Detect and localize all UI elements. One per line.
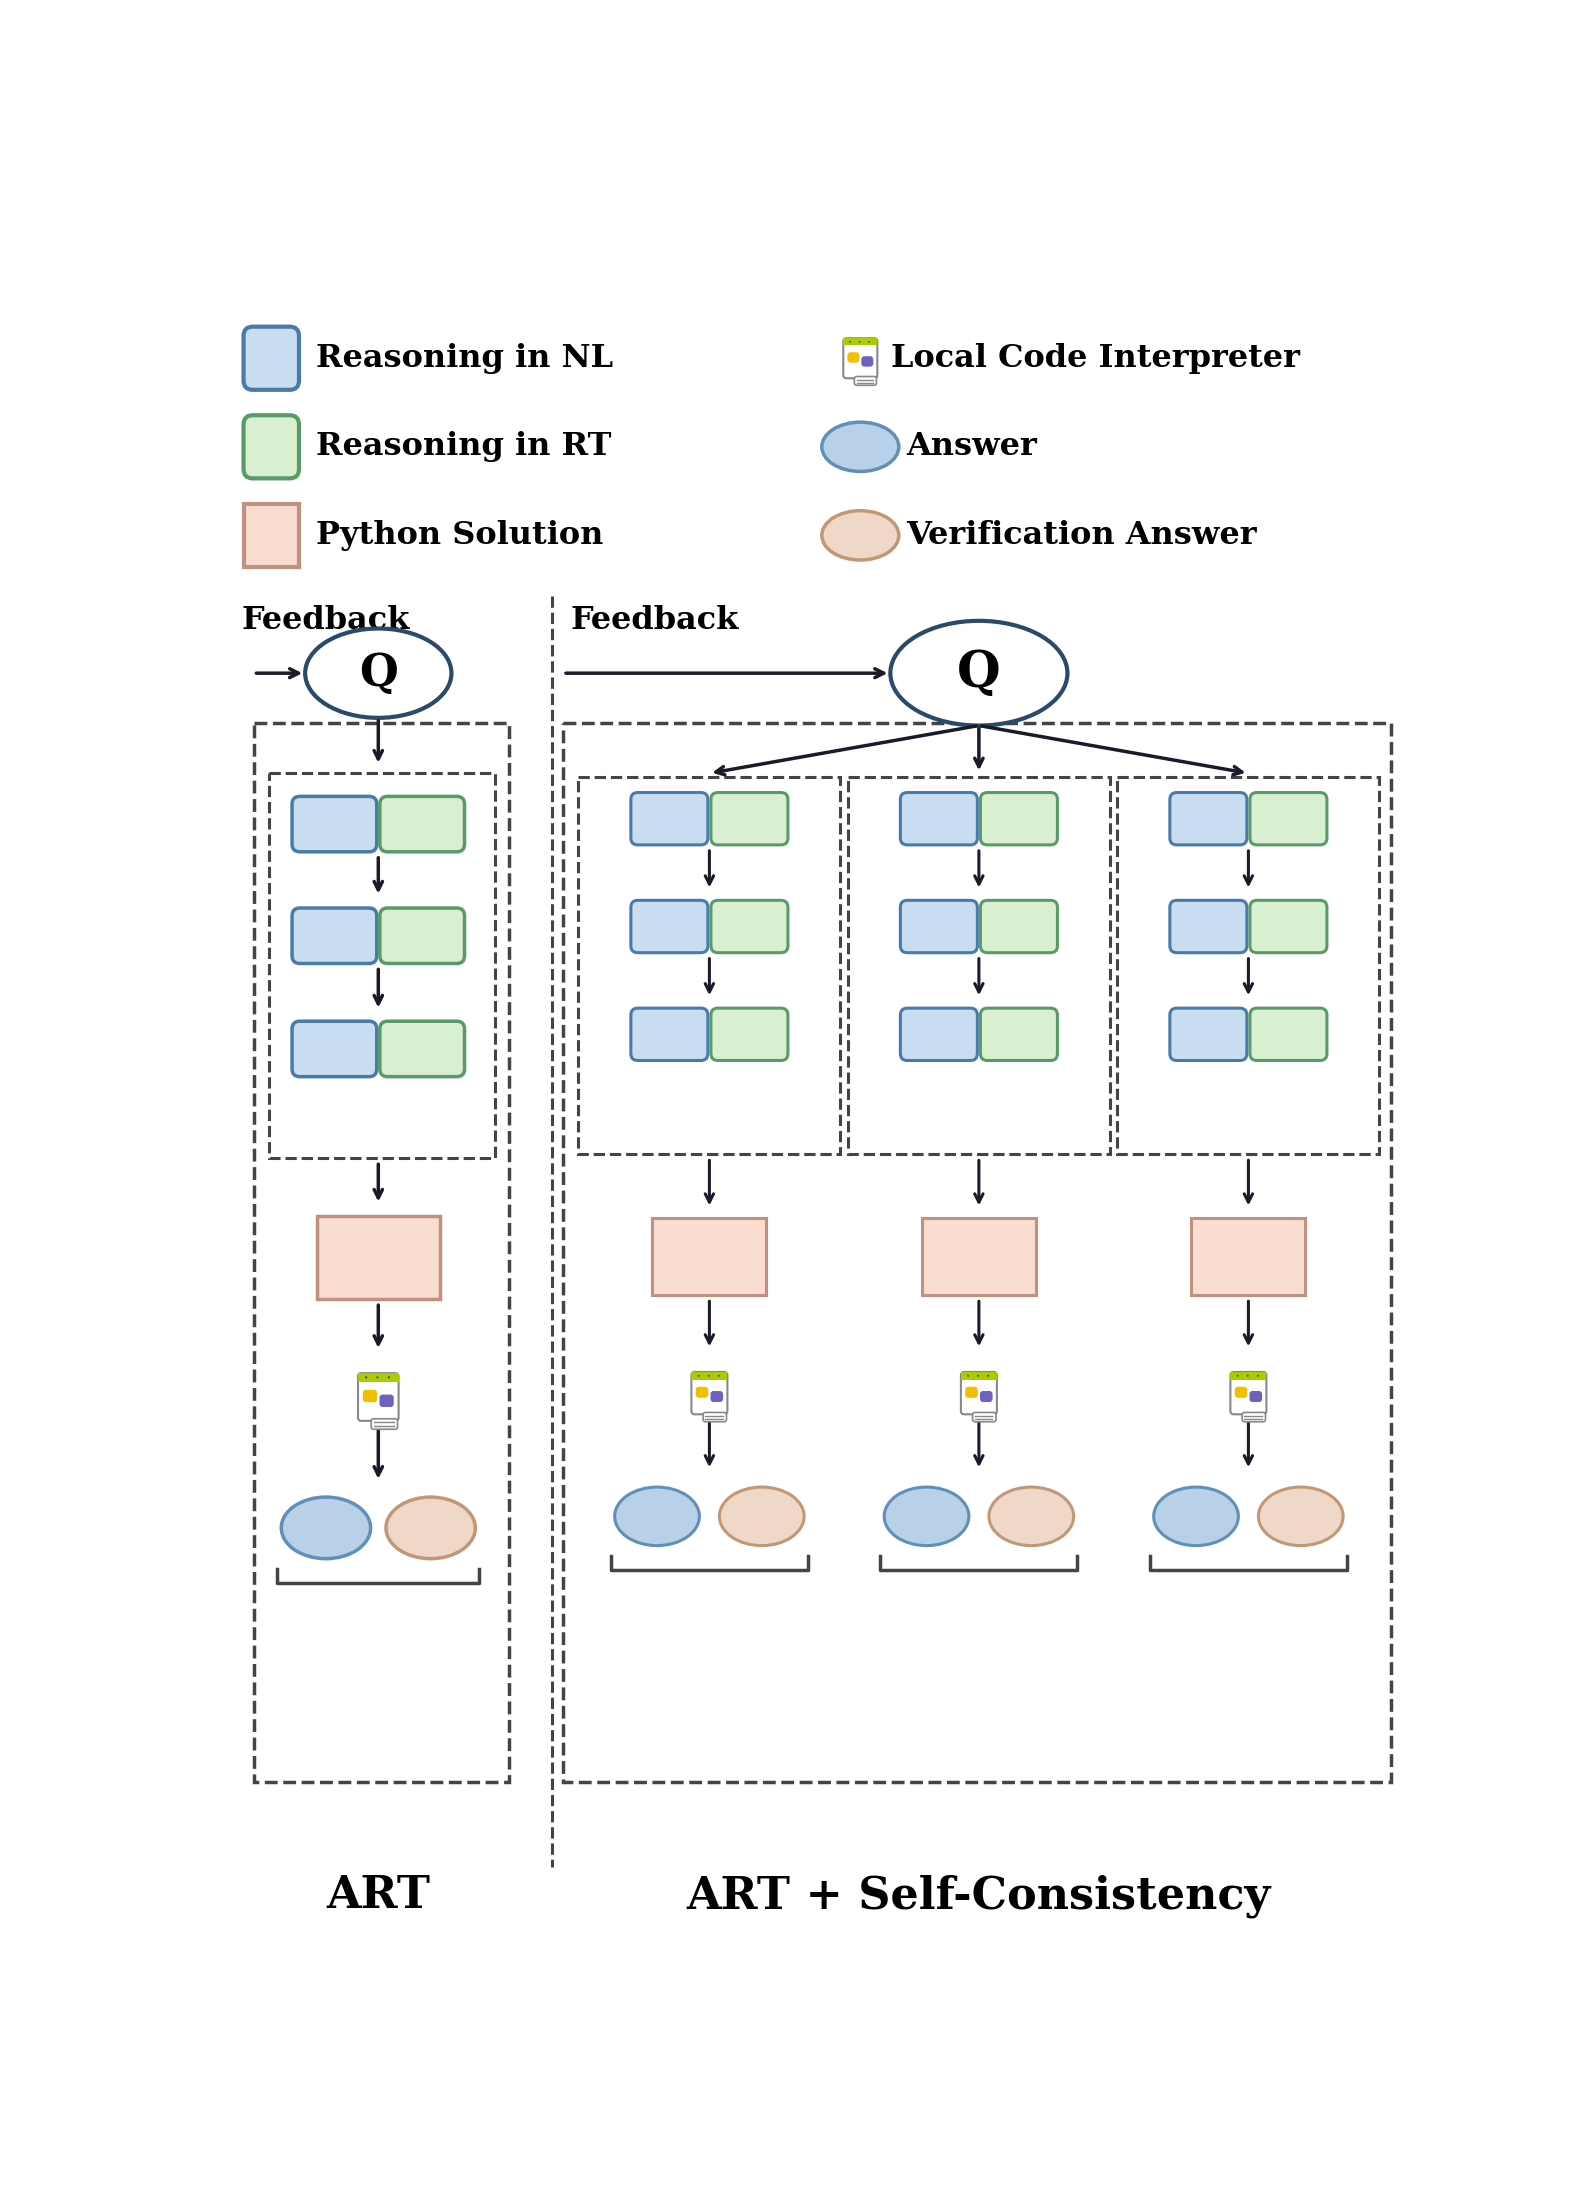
FancyBboxPatch shape bbox=[1250, 793, 1327, 844]
Circle shape bbox=[376, 1376, 379, 1378]
Ellipse shape bbox=[305, 630, 451, 718]
FancyBboxPatch shape bbox=[696, 1387, 709, 1398]
Ellipse shape bbox=[387, 1498, 475, 1560]
Bar bbox=[652, 1219, 767, 1294]
Bar bbox=[847, 778, 1109, 1155]
Text: ART: ART bbox=[327, 1875, 431, 1917]
FancyBboxPatch shape bbox=[980, 793, 1057, 844]
FancyBboxPatch shape bbox=[712, 901, 787, 952]
FancyBboxPatch shape bbox=[371, 1418, 398, 1429]
FancyBboxPatch shape bbox=[1169, 793, 1247, 844]
Text: Feedback: Feedback bbox=[241, 605, 410, 636]
Bar bbox=[254, 722, 510, 1783]
FancyBboxPatch shape bbox=[1169, 1007, 1247, 1060]
FancyBboxPatch shape bbox=[901, 1007, 977, 1060]
FancyBboxPatch shape bbox=[966, 1387, 978, 1398]
FancyBboxPatch shape bbox=[292, 908, 377, 963]
FancyBboxPatch shape bbox=[1250, 1007, 1327, 1060]
FancyBboxPatch shape bbox=[843, 338, 877, 378]
Text: Local Code Interpreter: Local Code Interpreter bbox=[892, 342, 1300, 373]
Text: Q: Q bbox=[958, 649, 1000, 698]
Ellipse shape bbox=[884, 1487, 969, 1546]
FancyBboxPatch shape bbox=[358, 1374, 399, 1420]
FancyBboxPatch shape bbox=[631, 793, 709, 844]
Bar bbox=[243, 504, 298, 568]
Ellipse shape bbox=[822, 422, 899, 471]
Ellipse shape bbox=[1258, 1487, 1343, 1546]
Circle shape bbox=[365, 1376, 368, 1378]
FancyBboxPatch shape bbox=[847, 351, 860, 362]
Ellipse shape bbox=[890, 621, 1067, 725]
Bar bbox=[1231, 1372, 1267, 1381]
FancyBboxPatch shape bbox=[243, 327, 298, 389]
FancyBboxPatch shape bbox=[710, 1392, 723, 1403]
FancyBboxPatch shape bbox=[854, 376, 876, 384]
Bar bbox=[563, 722, 1390, 1783]
FancyBboxPatch shape bbox=[901, 901, 977, 952]
FancyBboxPatch shape bbox=[901, 793, 977, 844]
FancyBboxPatch shape bbox=[1169, 901, 1247, 952]
Text: Python Solution: Python Solution bbox=[316, 519, 603, 550]
Ellipse shape bbox=[281, 1498, 371, 1560]
FancyBboxPatch shape bbox=[363, 1389, 377, 1403]
Text: Verification Answer: Verification Answer bbox=[906, 519, 1258, 550]
FancyBboxPatch shape bbox=[712, 793, 787, 844]
Text: Answer: Answer bbox=[906, 431, 1037, 462]
FancyBboxPatch shape bbox=[691, 1372, 727, 1414]
FancyBboxPatch shape bbox=[292, 1021, 377, 1076]
Bar bbox=[317, 1215, 440, 1299]
Bar bbox=[268, 773, 495, 1158]
Text: Reasoning in RT: Reasoning in RT bbox=[316, 431, 611, 462]
FancyBboxPatch shape bbox=[380, 1021, 464, 1076]
FancyBboxPatch shape bbox=[980, 1007, 1057, 1060]
Ellipse shape bbox=[989, 1487, 1073, 1546]
Bar bbox=[922, 1219, 1035, 1294]
Bar bbox=[358, 1374, 399, 1381]
Text: ART + Self-Consistency: ART + Self-Consistency bbox=[686, 1875, 1270, 1917]
Circle shape bbox=[388, 1376, 390, 1378]
FancyBboxPatch shape bbox=[862, 356, 873, 367]
Text: Feedback: Feedback bbox=[571, 605, 739, 636]
Bar bbox=[1117, 778, 1379, 1155]
FancyBboxPatch shape bbox=[243, 415, 298, 479]
FancyBboxPatch shape bbox=[980, 901, 1057, 952]
Bar bbox=[579, 778, 841, 1155]
Bar bbox=[843, 338, 877, 345]
FancyBboxPatch shape bbox=[1242, 1412, 1266, 1423]
FancyBboxPatch shape bbox=[1250, 1392, 1262, 1403]
Text: Reasoning in NL: Reasoning in NL bbox=[316, 342, 612, 373]
Text: Q: Q bbox=[358, 652, 398, 694]
Ellipse shape bbox=[720, 1487, 805, 1546]
FancyBboxPatch shape bbox=[980, 1392, 993, 1403]
Ellipse shape bbox=[1154, 1487, 1239, 1546]
Ellipse shape bbox=[615, 1487, 699, 1546]
Bar bbox=[691, 1372, 727, 1381]
FancyBboxPatch shape bbox=[1250, 901, 1327, 952]
FancyBboxPatch shape bbox=[631, 1007, 709, 1060]
FancyBboxPatch shape bbox=[1231, 1372, 1267, 1414]
FancyBboxPatch shape bbox=[380, 1394, 394, 1407]
FancyBboxPatch shape bbox=[1234, 1387, 1247, 1398]
FancyBboxPatch shape bbox=[961, 1372, 997, 1414]
FancyBboxPatch shape bbox=[972, 1412, 996, 1423]
Bar bbox=[961, 1372, 997, 1381]
FancyBboxPatch shape bbox=[704, 1412, 726, 1423]
FancyBboxPatch shape bbox=[292, 797, 377, 853]
Bar bbox=[1191, 1219, 1305, 1294]
FancyBboxPatch shape bbox=[631, 901, 709, 952]
FancyBboxPatch shape bbox=[380, 797, 464, 853]
FancyBboxPatch shape bbox=[380, 908, 464, 963]
FancyBboxPatch shape bbox=[712, 1007, 787, 1060]
Ellipse shape bbox=[822, 510, 899, 561]
